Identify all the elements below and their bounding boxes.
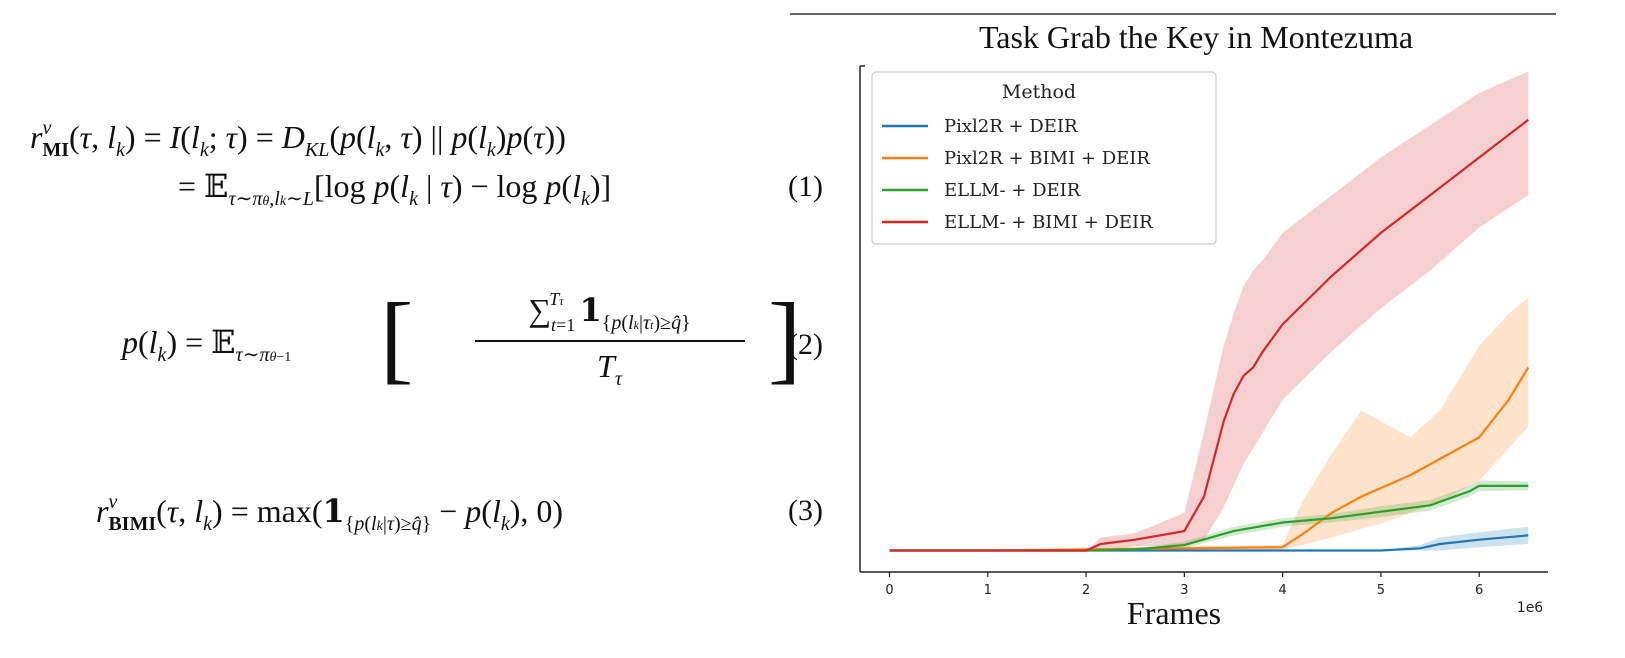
- confidence-band: [889, 480, 1529, 551]
- x-tick-label: 6: [1475, 583, 1483, 598]
- confidence-band: [889, 526, 1529, 551]
- x-axis-label: Frames: [1127, 595, 1221, 631]
- legend-entry: Pixl2R + DEIR: [944, 116, 1078, 137]
- series-line: [889, 118, 1529, 552]
- confidence-band: [889, 297, 1529, 551]
- equation-1-line-2: = 𝔼τ∼πθ,lk∼L[log p(lk | τ) − log p(lk)]: [178, 168, 612, 210]
- legend-entry: ELLM- + DEIR: [944, 180, 1081, 201]
- x-tick-label: 2: [1082, 583, 1090, 598]
- legend-entry: ELLM- + BIMI + DEIR: [944, 212, 1153, 233]
- x-tick-label: 1: [984, 583, 992, 598]
- x-axis-scale-label: 1e6: [1517, 600, 1544, 616]
- equation-number-2: (2): [788, 328, 823, 361]
- equation-3: rvBIMI(τ, lk) = max(1{p(lk|τ)≥q̂} − p(lk…: [96, 491, 564, 535]
- legend-entry: Pixl2R + BIMI + DEIR: [944, 148, 1150, 169]
- x-tick-label: 5: [1377, 583, 1385, 598]
- legend-box: [871, 71, 1217, 245]
- x-tick-label: 0: [885, 583, 893, 598]
- equation-number-3: (3): [788, 494, 823, 527]
- confidence-band: [889, 71, 1529, 551]
- chart-title: Task Grab the Key in Montezuma: [979, 19, 1413, 55]
- legend-title: Method: [1002, 81, 1076, 103]
- x-tick-label: 3: [1180, 583, 1188, 598]
- equation-number-1: (1): [788, 170, 823, 203]
- x-tick-label: 4: [1278, 583, 1286, 598]
- equation-1-line-1: rvMI(τ, lk) = I(lk; τ) = DKL(p(lk, τ) ||…: [30, 117, 566, 161]
